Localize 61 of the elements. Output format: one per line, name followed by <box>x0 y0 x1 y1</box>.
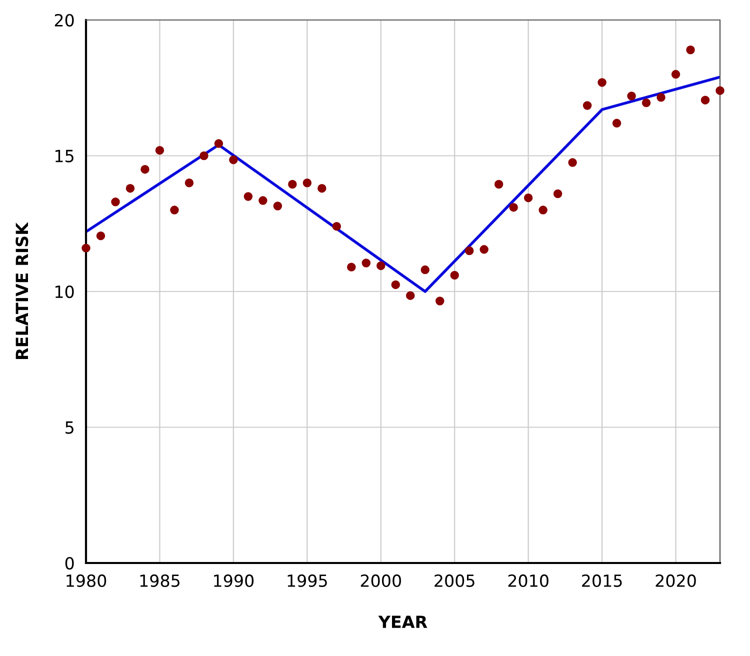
point <box>509 202 518 212</box>
point <box>258 196 268 205</box>
point <box>273 202 282 210</box>
point <box>391 280 400 290</box>
y-axis-title: RELATIVE RISK <box>16 222 28 359</box>
point <box>656 93 666 102</box>
point <box>686 45 695 54</box>
x-tick-label: 2010 <box>508 574 548 588</box>
x-tick-label: 2020 <box>656 574 696 588</box>
point <box>170 206 179 214</box>
point <box>671 70 680 79</box>
point <box>318 184 326 193</box>
point <box>553 189 562 198</box>
point <box>214 139 224 148</box>
line-series <box>86 76 720 293</box>
point <box>598 78 606 87</box>
x-tick-label: 2015 <box>582 574 622 588</box>
x-tick-label: 2005 <box>434 574 474 588</box>
point <box>450 270 459 280</box>
point <box>464 246 474 256</box>
x-tick-label: 1995 <box>288 574 327 588</box>
y-tick-label: 15 <box>56 150 74 162</box>
y-tick-label: 0 <box>65 556 74 570</box>
point <box>538 206 548 214</box>
point <box>406 291 415 300</box>
point <box>244 192 253 201</box>
y-tick-label: 10 <box>56 285 74 298</box>
x-tick-label: 1980 <box>66 574 106 588</box>
point <box>82 244 90 252</box>
point <box>376 261 386 270</box>
y-tick-label: 20 <box>54 14 74 27</box>
point <box>288 180 297 189</box>
y-tick-label: 5 <box>66 421 74 434</box>
point <box>642 98 651 108</box>
point <box>126 184 135 193</box>
point <box>627 92 636 100</box>
point <box>494 180 504 189</box>
point <box>111 198 120 206</box>
point <box>155 146 164 155</box>
point <box>302 178 312 188</box>
point <box>200 151 208 160</box>
point <box>700 96 710 104</box>
point <box>420 265 430 274</box>
point <box>582 101 592 110</box>
point <box>612 118 622 128</box>
point <box>332 222 342 231</box>
point <box>716 86 724 95</box>
point <box>568 158 577 167</box>
point <box>480 245 488 254</box>
x-axis-title: YEAR <box>378 616 428 628</box>
x-tick-label: 1985 <box>140 574 180 588</box>
point <box>524 193 533 202</box>
point <box>229 155 238 164</box>
x-tick-label: 2000 <box>360 574 401 588</box>
point <box>184 178 194 188</box>
point <box>347 262 356 272</box>
point <box>96 231 106 240</box>
point <box>435 296 444 306</box>
point <box>140 164 150 174</box>
point <box>362 258 371 268</box>
x-tick-label: 1990 <box>214 574 254 588</box>
